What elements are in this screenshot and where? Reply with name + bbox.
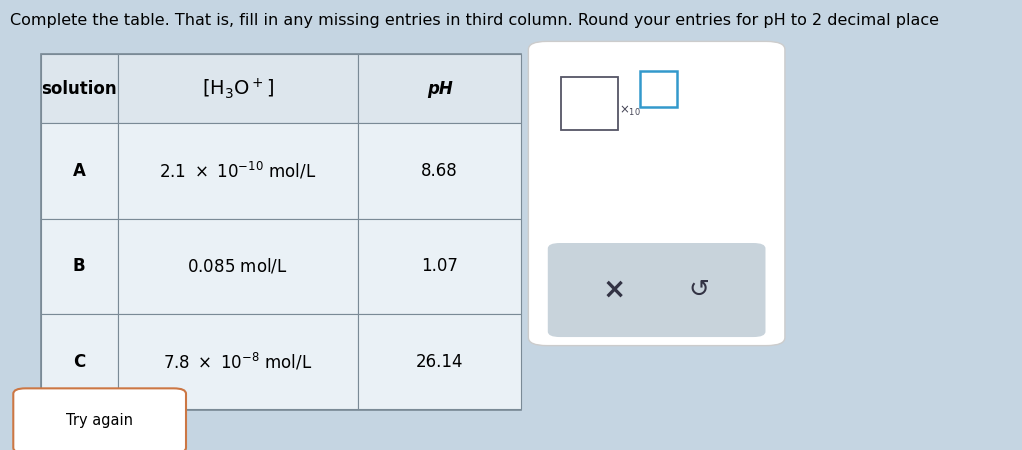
Text: Complete the table. That is, fill in any missing entries in third column. Round : Complete the table. That is, fill in any…: [10, 14, 939, 28]
Text: 1.07: 1.07: [421, 257, 458, 275]
FancyBboxPatch shape: [548, 243, 765, 337]
FancyBboxPatch shape: [561, 77, 618, 130]
Text: A: A: [73, 162, 86, 180]
FancyBboxPatch shape: [528, 41, 785, 346]
Bar: [118, 54, 358, 123]
Text: $\times_{10}$: $\times_{10}$: [619, 104, 641, 118]
Text: pH: pH: [427, 80, 453, 98]
Bar: [41, 219, 118, 314]
Text: $\left[\mathrm{H_3O^+}\right]$: $\left[\mathrm{H_3O^+}\right]$: [201, 76, 274, 101]
FancyBboxPatch shape: [13, 388, 186, 450]
Text: $2.1\ \times\ 10^{-10}\ \mathrm{mol/L}$: $2.1\ \times\ 10^{-10}\ \mathrm{mol/L}$: [159, 160, 317, 181]
Text: Try again: Try again: [66, 413, 133, 428]
Text: 8.68: 8.68: [421, 162, 458, 180]
Bar: [41, 314, 118, 409]
Bar: [41, 54, 118, 123]
Text: $0.085\ \mathrm{mol/L}$: $0.085\ \mathrm{mol/L}$: [187, 257, 288, 276]
Bar: [118, 123, 358, 219]
Bar: [41, 54, 521, 410]
Text: ×: ×: [603, 276, 625, 304]
Text: C: C: [74, 352, 86, 370]
Text: $7.8\ \times\ 10^{-8}\ \mathrm{mol/L}$: $7.8\ \times\ 10^{-8}\ \mathrm{mol/L}$: [164, 351, 313, 372]
Text: ↺: ↺: [689, 278, 709, 302]
Bar: [358, 314, 521, 409]
Bar: [358, 54, 521, 123]
Text: 26.14: 26.14: [416, 352, 463, 370]
Bar: [358, 219, 521, 314]
Bar: [358, 123, 521, 219]
Text: solution: solution: [42, 80, 118, 98]
Bar: [118, 314, 358, 409]
FancyBboxPatch shape: [640, 71, 677, 107]
Bar: [41, 123, 118, 219]
Bar: [118, 219, 358, 314]
Text: B: B: [73, 257, 86, 275]
